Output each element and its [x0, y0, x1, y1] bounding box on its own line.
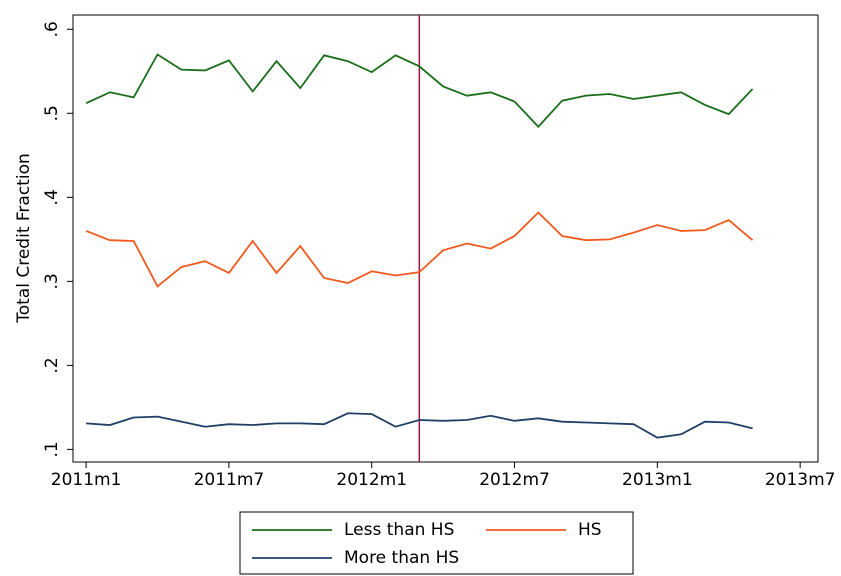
- x-tick-label: 2012m7: [479, 470, 550, 490]
- legend-box: [239, 511, 634, 575]
- y-tick-label: .5: [42, 105, 62, 121]
- x-tick-label: 2011m7: [194, 470, 265, 490]
- legend-label: HS: [578, 520, 602, 540]
- series-line: [86, 412, 753, 439]
- series-line: [85, 53, 754, 129]
- y-tick-label: .6: [42, 21, 62, 37]
- x-tick-label: 2012m1: [336, 470, 407, 490]
- legend-label: More than HS: [344, 548, 459, 568]
- y-tick-label: .4: [42, 189, 62, 205]
- x-tick-label: 2011m1: [51, 470, 122, 490]
- series-line: [85, 211, 754, 288]
- legend-label: Less than HS: [344, 520, 454, 540]
- plot-frame: [72, 14, 819, 463]
- y-tick-label: .2: [42, 357, 62, 373]
- y-tick-label: .1: [42, 441, 62, 457]
- y-tick-label: .3: [42, 273, 62, 289]
- x-tick-label: 2013m1: [622, 470, 693, 490]
- x-tick-label: 2013m7: [765, 470, 836, 490]
- y-axis-label: Total Credit Fraction: [14, 153, 34, 324]
